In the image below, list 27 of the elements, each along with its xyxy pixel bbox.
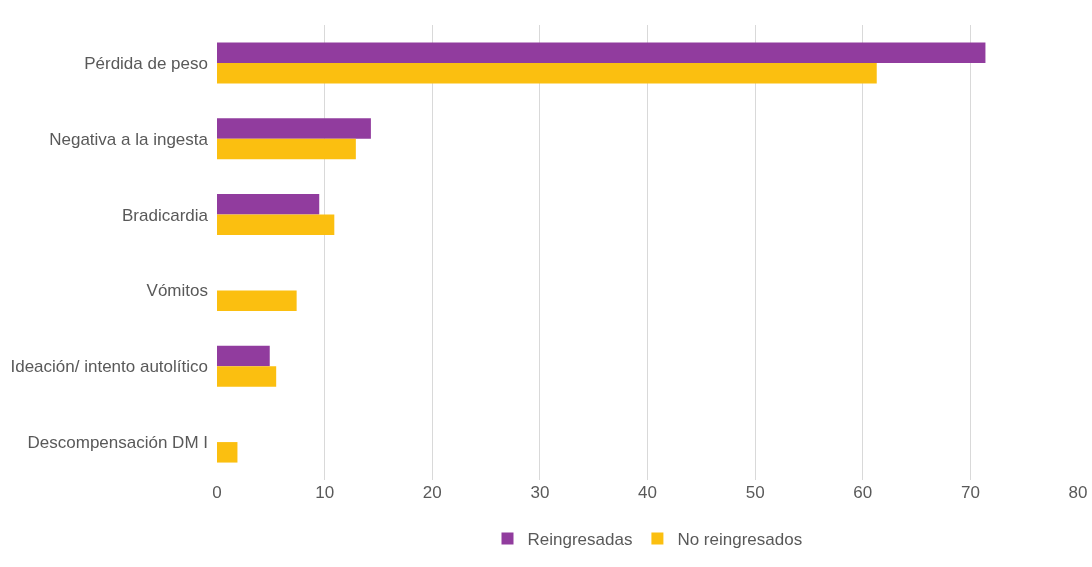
bar	[217, 138, 356, 160]
y-tick-label: Pérdida de peso	[84, 53, 208, 73]
y-tick-label: Ideación/ intento autolítico	[10, 357, 208, 377]
legend-label: No reingresados	[677, 530, 803, 550]
bar	[217, 366, 277, 387]
x-tick-label: 30	[530, 483, 550, 502]
bar	[217, 62, 877, 84]
bar	[217, 290, 297, 311]
bar	[217, 194, 320, 215]
y-tick-label: Descompensación DM I	[27, 433, 208, 453]
x-tick-label: 20	[422, 483, 442, 502]
y-tick-label: Negativa a la ingesta	[49, 129, 209, 149]
x-tick-label: 40	[638, 483, 657, 502]
bar	[217, 214, 335, 236]
x-tick-label: 70	[960, 483, 980, 502]
x-tick-label: 10	[315, 483, 335, 502]
bar	[217, 118, 371, 139]
x-tick-label: 80	[1068, 483, 1088, 502]
bar	[217, 442, 238, 463]
y-tick-label: Bradicardia	[122, 205, 209, 225]
legend-label: Reingresadas	[527, 530, 633, 550]
x-tick-label: 50	[745, 483, 765, 502]
x-tick-label: 60	[853, 483, 873, 502]
x-tick-label: 0	[212, 483, 222, 502]
y-tick-label: Vómitos	[146, 281, 208, 301]
bar	[217, 42, 986, 63]
bar	[217, 345, 270, 367]
